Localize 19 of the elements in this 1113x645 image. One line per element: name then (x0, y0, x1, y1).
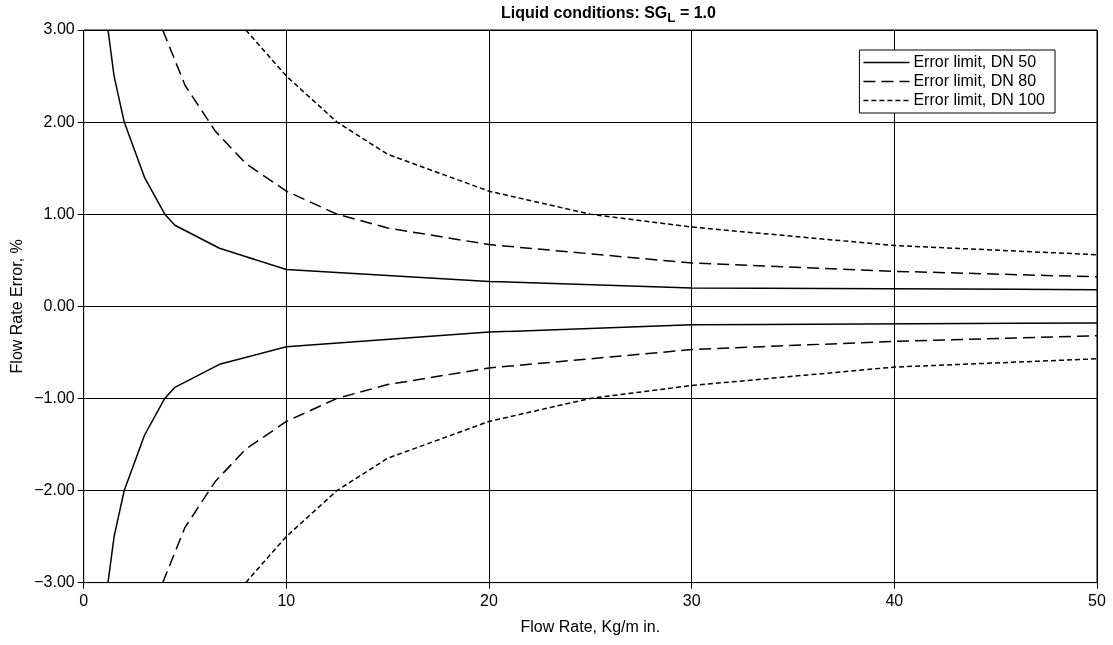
y-tick-label: −1.00 (34, 388, 75, 406)
x-tick-label: 10 (277, 591, 296, 609)
y-tick-label: −2.00 (34, 480, 75, 498)
y-tick-label: 1.00 (43, 204, 75, 222)
x-tick-label: 30 (682, 591, 701, 609)
chart-title: Liquid conditions: SG$_{L}$ = 1.0 (500, 4, 717, 26)
legend-label: Error limit, DN 100 (913, 90, 1046, 108)
y-tick-label: 0.00 (43, 296, 75, 314)
legend-label: Error limit, DN 50 (913, 52, 1037, 70)
x-tick-label: 0 (79, 591, 89, 609)
y-tick-label: −3.00 (34, 573, 75, 591)
y-tick-label: 2.00 (43, 112, 75, 130)
y-axis-title: Flow Rate Error, % (8, 239, 26, 374)
y-tick-label: 3.00 (43, 20, 75, 38)
x-tick-label: 50 (1088, 591, 1106, 609)
legend-label: Error limit, DN 80 (913, 71, 1037, 89)
x-axis-title: Flow Rate, Kg/m in. (520, 617, 661, 635)
x-tick-label: 20 (480, 591, 499, 609)
x-tick-label: 40 (885, 591, 904, 609)
